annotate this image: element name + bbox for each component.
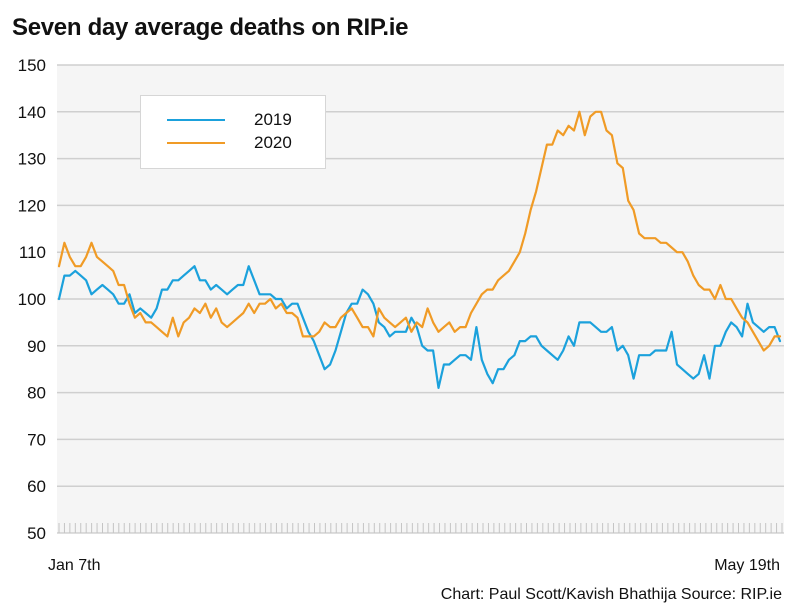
legend: 2019 2020 — [140, 95, 326, 169]
series-line-2020 — [57, 110, 782, 352]
x-label-end: May 19th — [714, 557, 780, 574]
y-tick-label: 60 — [27, 477, 46, 496]
y-tick-label: 90 — [27, 337, 46, 356]
y-tick-label: 110 — [19, 243, 46, 262]
y-tick-label: 150 — [18, 56, 46, 75]
y-tick-label: 130 — [18, 150, 46, 169]
series-lines — [57, 110, 782, 389]
y-tick-label: 100 — [18, 290, 46, 309]
x-label-start: Jan 7th — [48, 557, 101, 574]
chart-title: Seven day average deaths on RIP.ie — [12, 14, 409, 41]
legend-item-2019: 2019 — [141, 110, 325, 130]
legend-label-2020: 2020 — [254, 133, 292, 152]
y-tick-label: 50 — [27, 524, 46, 543]
y-tick-label: 80 — [27, 384, 46, 403]
y-axis-ticks: 50 60 70 80 90 100 110 120 130 140 150 — [18, 56, 46, 543]
y-tick-label: 70 — [27, 430, 46, 449]
chart-credit: Chart: Paul Scott/Kavish Bhathija Source… — [440, 586, 782, 603]
legend-swatch-2020 — [167, 142, 225, 144]
series-line-2019 — [57, 265, 782, 389]
y-tick-label: 120 — [18, 196, 46, 215]
legend-swatch-2019 — [167, 119, 225, 121]
x-axis-ticks — [57, 523, 784, 534]
y-tick-label: 140 — [18, 103, 46, 122]
legend-item-2020: 2020 — [141, 133, 325, 153]
legend-label-2019: 2019 — [254, 110, 292, 129]
